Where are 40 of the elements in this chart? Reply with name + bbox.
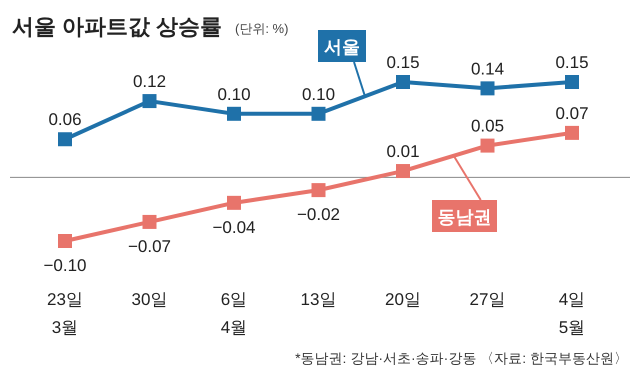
point [142,94,156,108]
point [58,132,72,146]
data-label: 0.15 [555,53,589,72]
point [227,106,241,121]
data-label: 0.01 [386,142,420,162]
point [227,196,241,210]
text: 서울 [324,37,360,57]
point [58,234,72,248]
x-tick-label: 6일 4월 [220,290,248,337]
point [312,106,326,121]
x-tick-label: 13일 [300,290,336,309]
point [142,214,156,229]
x-tick-label: 23일 3월 [47,290,83,337]
point [312,183,326,198]
data-label: 0.15 [386,53,420,72]
x-tick-label: 30일 [132,290,168,309]
data-label: −0.07 [128,236,172,256]
point [396,164,410,178]
x-tick-label: 27일 [470,290,506,309]
data-label: 0.06 [48,110,82,130]
chart-title: 서울 아파트값 상승률 [12,14,222,39]
chart-subtitle: (단위: %) [235,21,288,36]
text: 동남권 [438,207,492,227]
point [396,75,410,89]
data-label: 0.05 [470,116,504,136]
point [480,81,494,96]
point [565,126,579,140]
data-label: 0.07 [555,104,589,123]
x-tick-label: 20일 [385,290,421,309]
data-label: −0.02 [296,205,340,224]
point [565,75,579,89]
data-label: 0.10 [217,84,251,104]
data-label: 0.12 [132,72,166,92]
data-label: −0.04 [212,218,256,237]
data-label: 0.14 [470,59,504,78]
data-label: −0.10 [43,256,87,275]
point [480,138,494,153]
data-label: 0.10 [302,84,336,104]
x-tick-label: 4일 5월 [558,290,586,337]
text: *동남권: 강남·서초·송파·강동 〈자료: 한국부동산원〉 [295,350,628,366]
